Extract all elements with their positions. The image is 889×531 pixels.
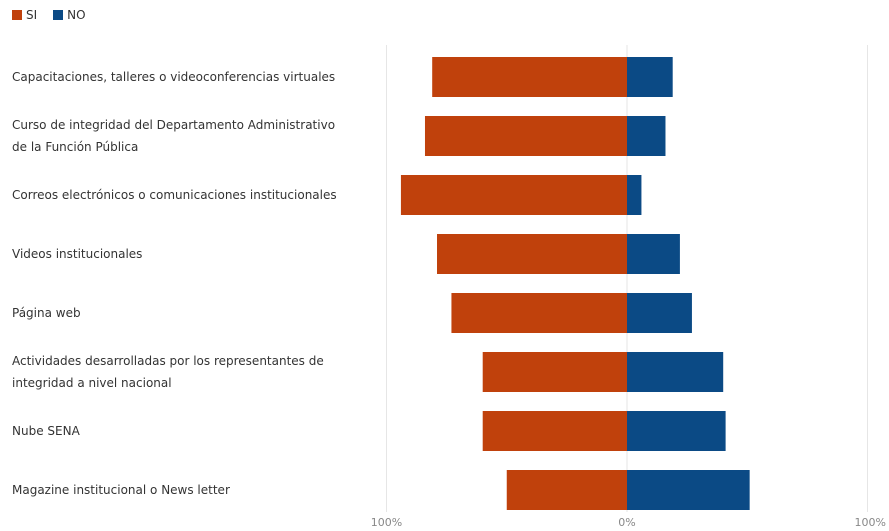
chart-legend: SI NO [12,8,102,22]
category-label: Nube SENA [12,424,81,438]
bar-si[interactable] [432,57,627,97]
bar-si[interactable] [437,234,627,274]
category-label: Magazine institucional o News letter [12,483,230,497]
bar-no[interactable] [627,234,680,274]
bar-no[interactable] [627,116,666,156]
legend-item-si[interactable]: SI [12,8,37,22]
legend-label-si: SI [26,8,38,22]
legend-item-no[interactable]: NO [53,8,86,22]
category-label: Actividades desarrolladas por los repres… [12,354,324,368]
bar-no[interactable] [627,470,750,510]
category-label: Correos electrónicos o comunicaciones in… [12,188,337,202]
category-label: integridad a nivel nacional [12,376,172,390]
bar-si[interactable] [451,293,627,333]
x-tick-label: 100% [371,516,402,529]
bar-no[interactable] [627,352,724,392]
category-label: Página web [12,306,81,320]
x-tick-label: 0% [618,516,635,529]
bar-si[interactable] [400,175,627,215]
bar-no[interactable] [627,293,692,333]
legend-swatch-si [12,10,22,20]
legend-label-no: NO [67,8,86,22]
x-tick-label: 100% [855,516,886,529]
bar-si[interactable] [482,411,627,451]
bar-no[interactable] [627,175,642,215]
bar-no[interactable] [627,411,726,451]
bar-si[interactable] [482,352,627,392]
category-label: Capacitaciones, talleres o videoconferen… [12,70,335,84]
bar-no[interactable] [627,57,673,97]
bar-si[interactable] [424,116,627,156]
legend-swatch-no [53,10,64,20]
bar-si[interactable] [506,470,627,510]
category-label: Curso de integridad del Departamento Adm… [12,118,335,132]
category-label: de la Función Pública [12,140,138,154]
category-label: Videos institucionales [12,247,142,261]
